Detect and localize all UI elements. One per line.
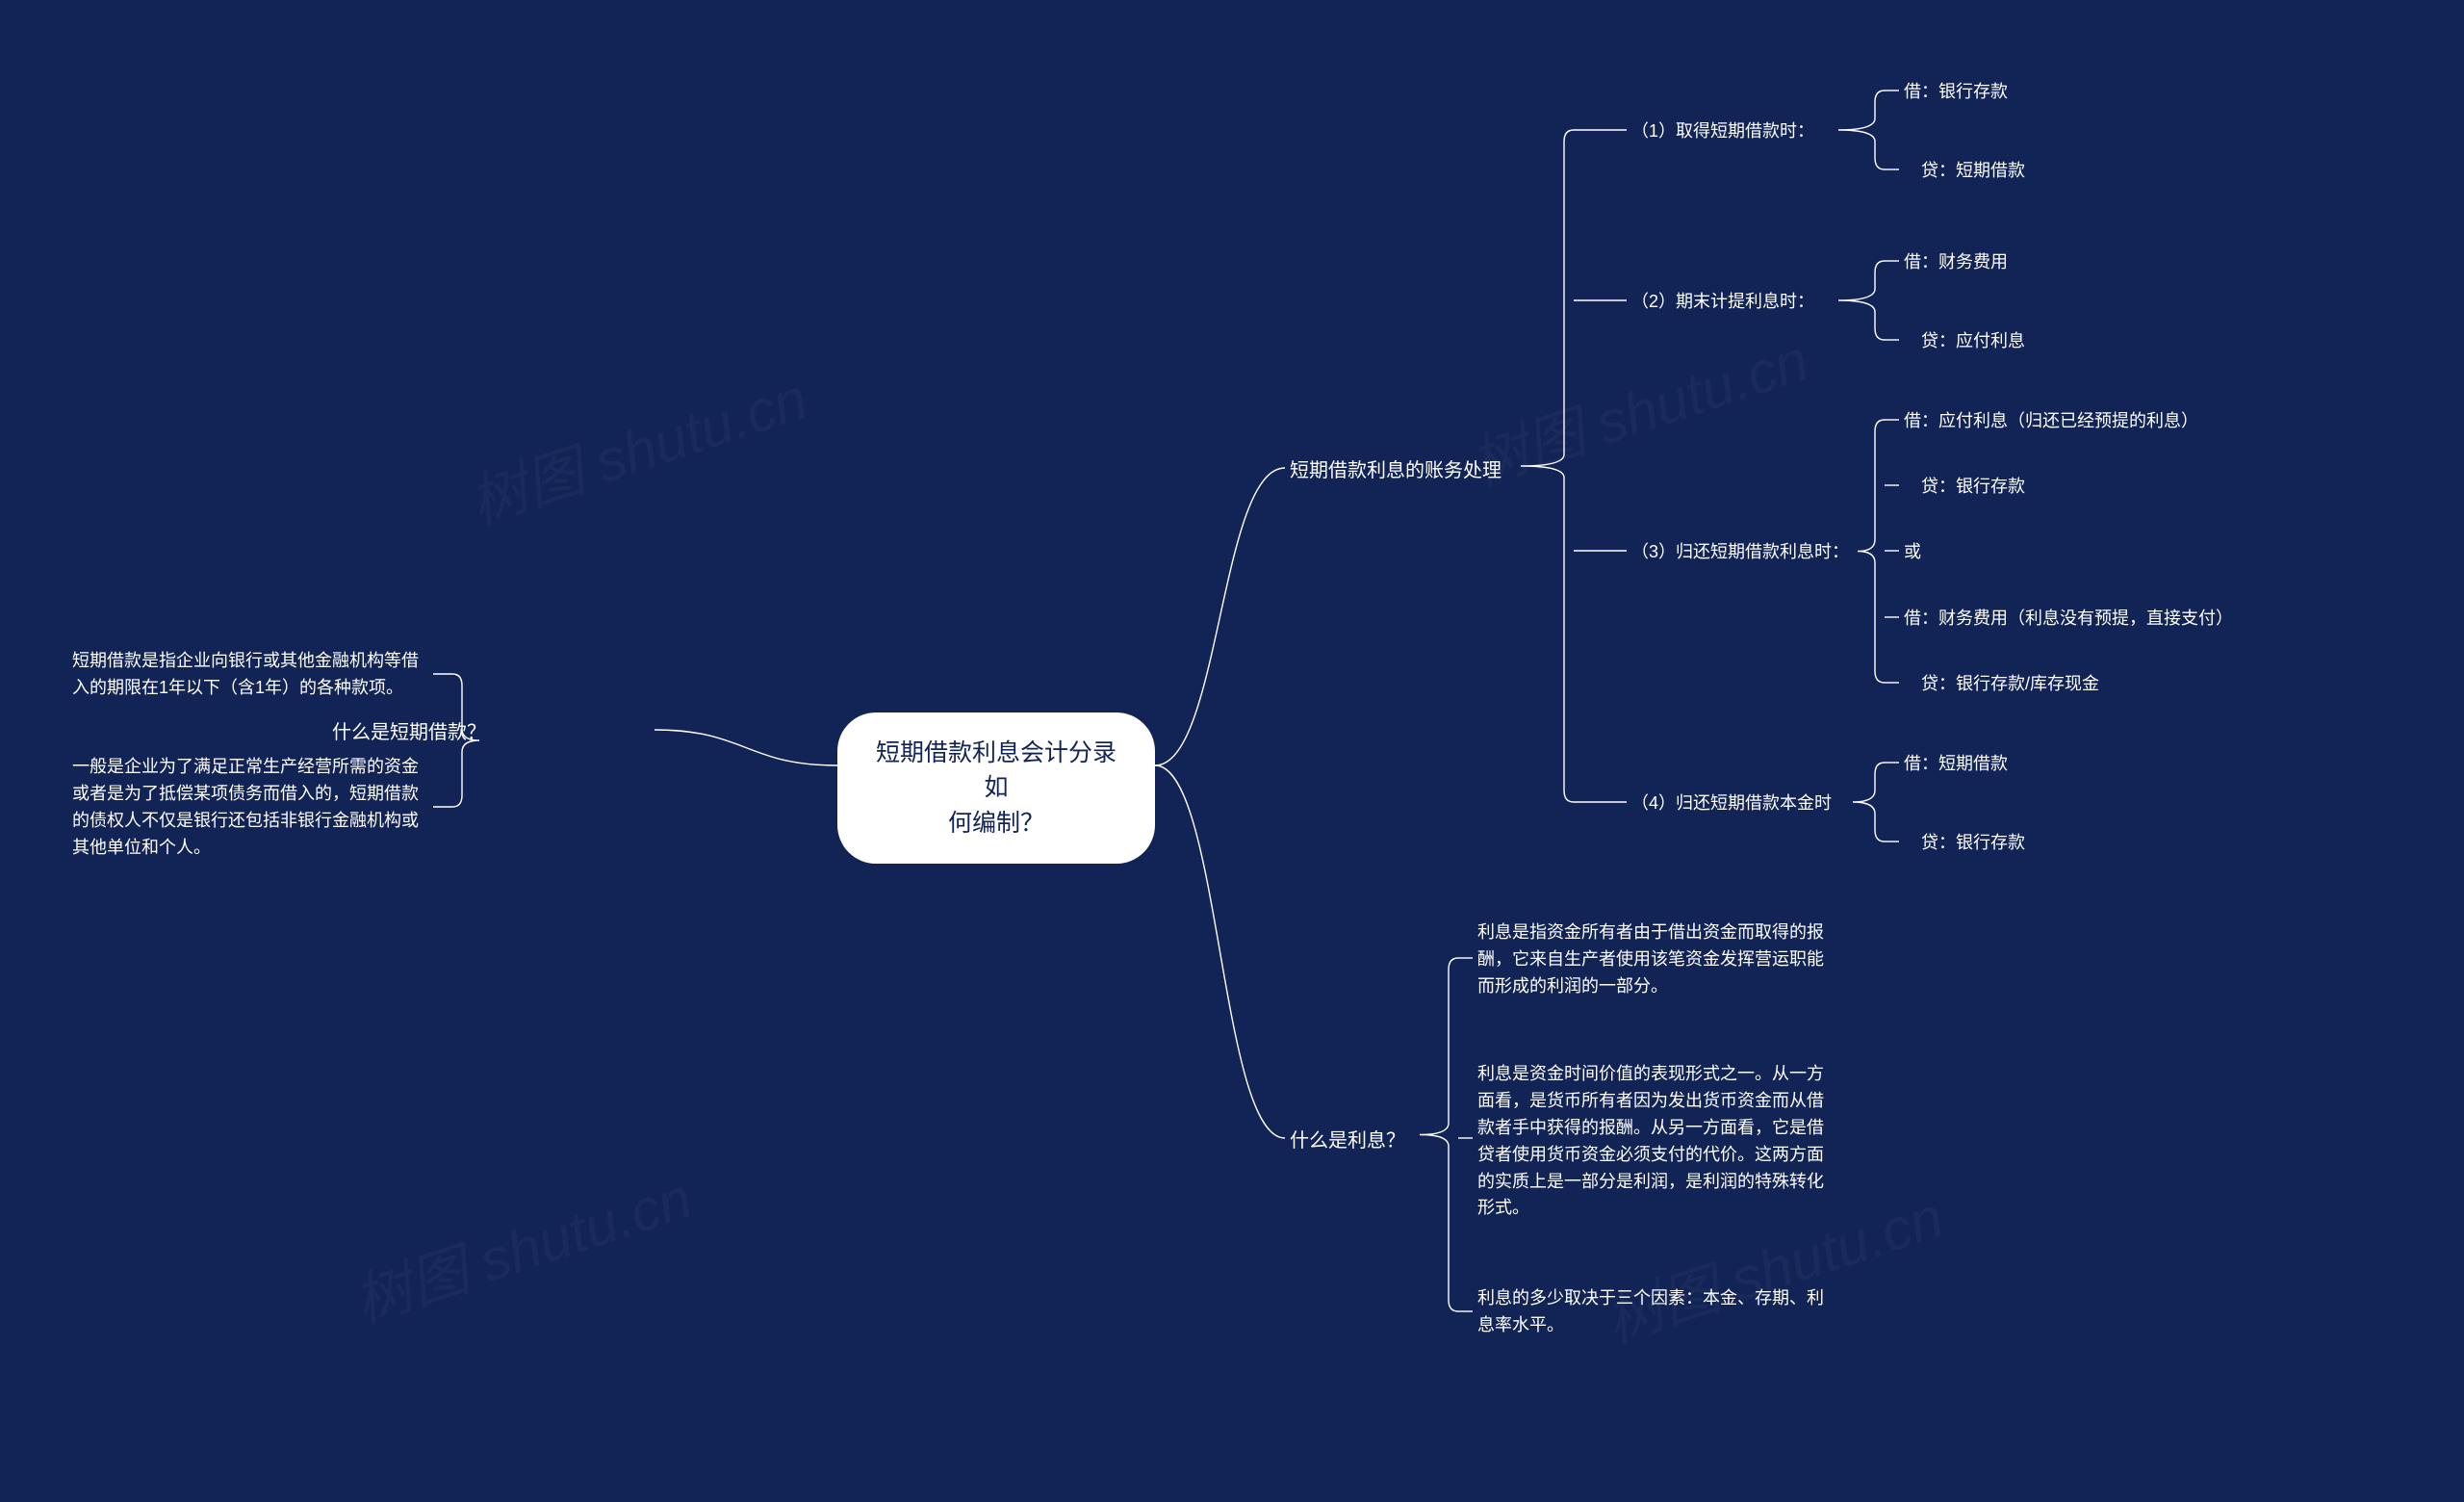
r0-c0-label: （1）取得短期借款时：: [1631, 118, 1814, 145]
r0-c2-label: （3）归还短期借款利息时：: [1631, 539, 1849, 566]
left-leaf-0: 短期借款是指企业向银行或其他金融机构等借入的期限在1年以下（含1年）的各种款项。: [72, 648, 428, 702]
r1-leaf-0: 利息是指资金所有者由于借出资金而取得的报酬，它来自生产者使用该笔资金发挥营运职能…: [1477, 919, 1834, 1000]
r0-c3-label: （4）归还短期借款本金时: [1631, 790, 1832, 817]
r0-c2-leaf-0: 借：应付利息（归还已经预提的利息）: [1904, 408, 2198, 435]
right-branch-0-label: 短期借款利息的账务处理: [1290, 456, 1502, 486]
r0-c2-leaf-3: 借：财务费用（利息没有预提，直接支付）: [1904, 606, 2233, 633]
connector-layer: [0, 0, 2464, 1502]
r0-c2-leaf-1: 贷：银行存款: [1904, 474, 2025, 501]
r0-c2-leaf-2: 或: [1904, 539, 1921, 566]
central-node: 短期借款利息会计分录如 何编制？: [837, 712, 1155, 864]
left-branch-label: 什么是短期借款？: [332, 718, 486, 748]
r0-c1-label: （2）期末计提利息时：: [1631, 289, 1814, 316]
r0-c0-leaf-0: 借：银行存款: [1904, 79, 2008, 106]
left-leaf-1: 一般是企业为了满足正常生产经营所需的资金或者是为了抵偿某项债务而借入的，短期借款…: [72, 754, 428, 862]
watermark: 树图 shutu.cn: [1458, 314, 1817, 502]
watermark: 树图 shutu.cn: [457, 352, 816, 540]
r1-leaf-2: 利息的多少取决于三个因素：本金、存期、利息率水平。: [1477, 1285, 1834, 1339]
r0-c3-leaf-1: 贷：银行存款: [1904, 830, 2025, 857]
r0-c0-leaf-1: 贷：短期借款: [1904, 158, 2025, 185]
watermark: 树图 shutu.cn: [342, 1152, 701, 1339]
r0-c2-leaf-4: 贷：银行存款/库存现金: [1904, 671, 2099, 698]
r0-c3-leaf-0: 借：短期借款: [1904, 751, 2008, 778]
r0-c1-leaf-0: 借：财务费用: [1904, 249, 2008, 276]
right-branch-1-label: 什么是利息？: [1290, 1126, 1405, 1156]
r0-c1-leaf-1: 贷：应付利息: [1904, 328, 2025, 355]
r1-leaf-1: 利息是资金时间价值的表现形式之一。从一方面看，是货币所有者因为发出货币资金而从借…: [1477, 1061, 1834, 1222]
